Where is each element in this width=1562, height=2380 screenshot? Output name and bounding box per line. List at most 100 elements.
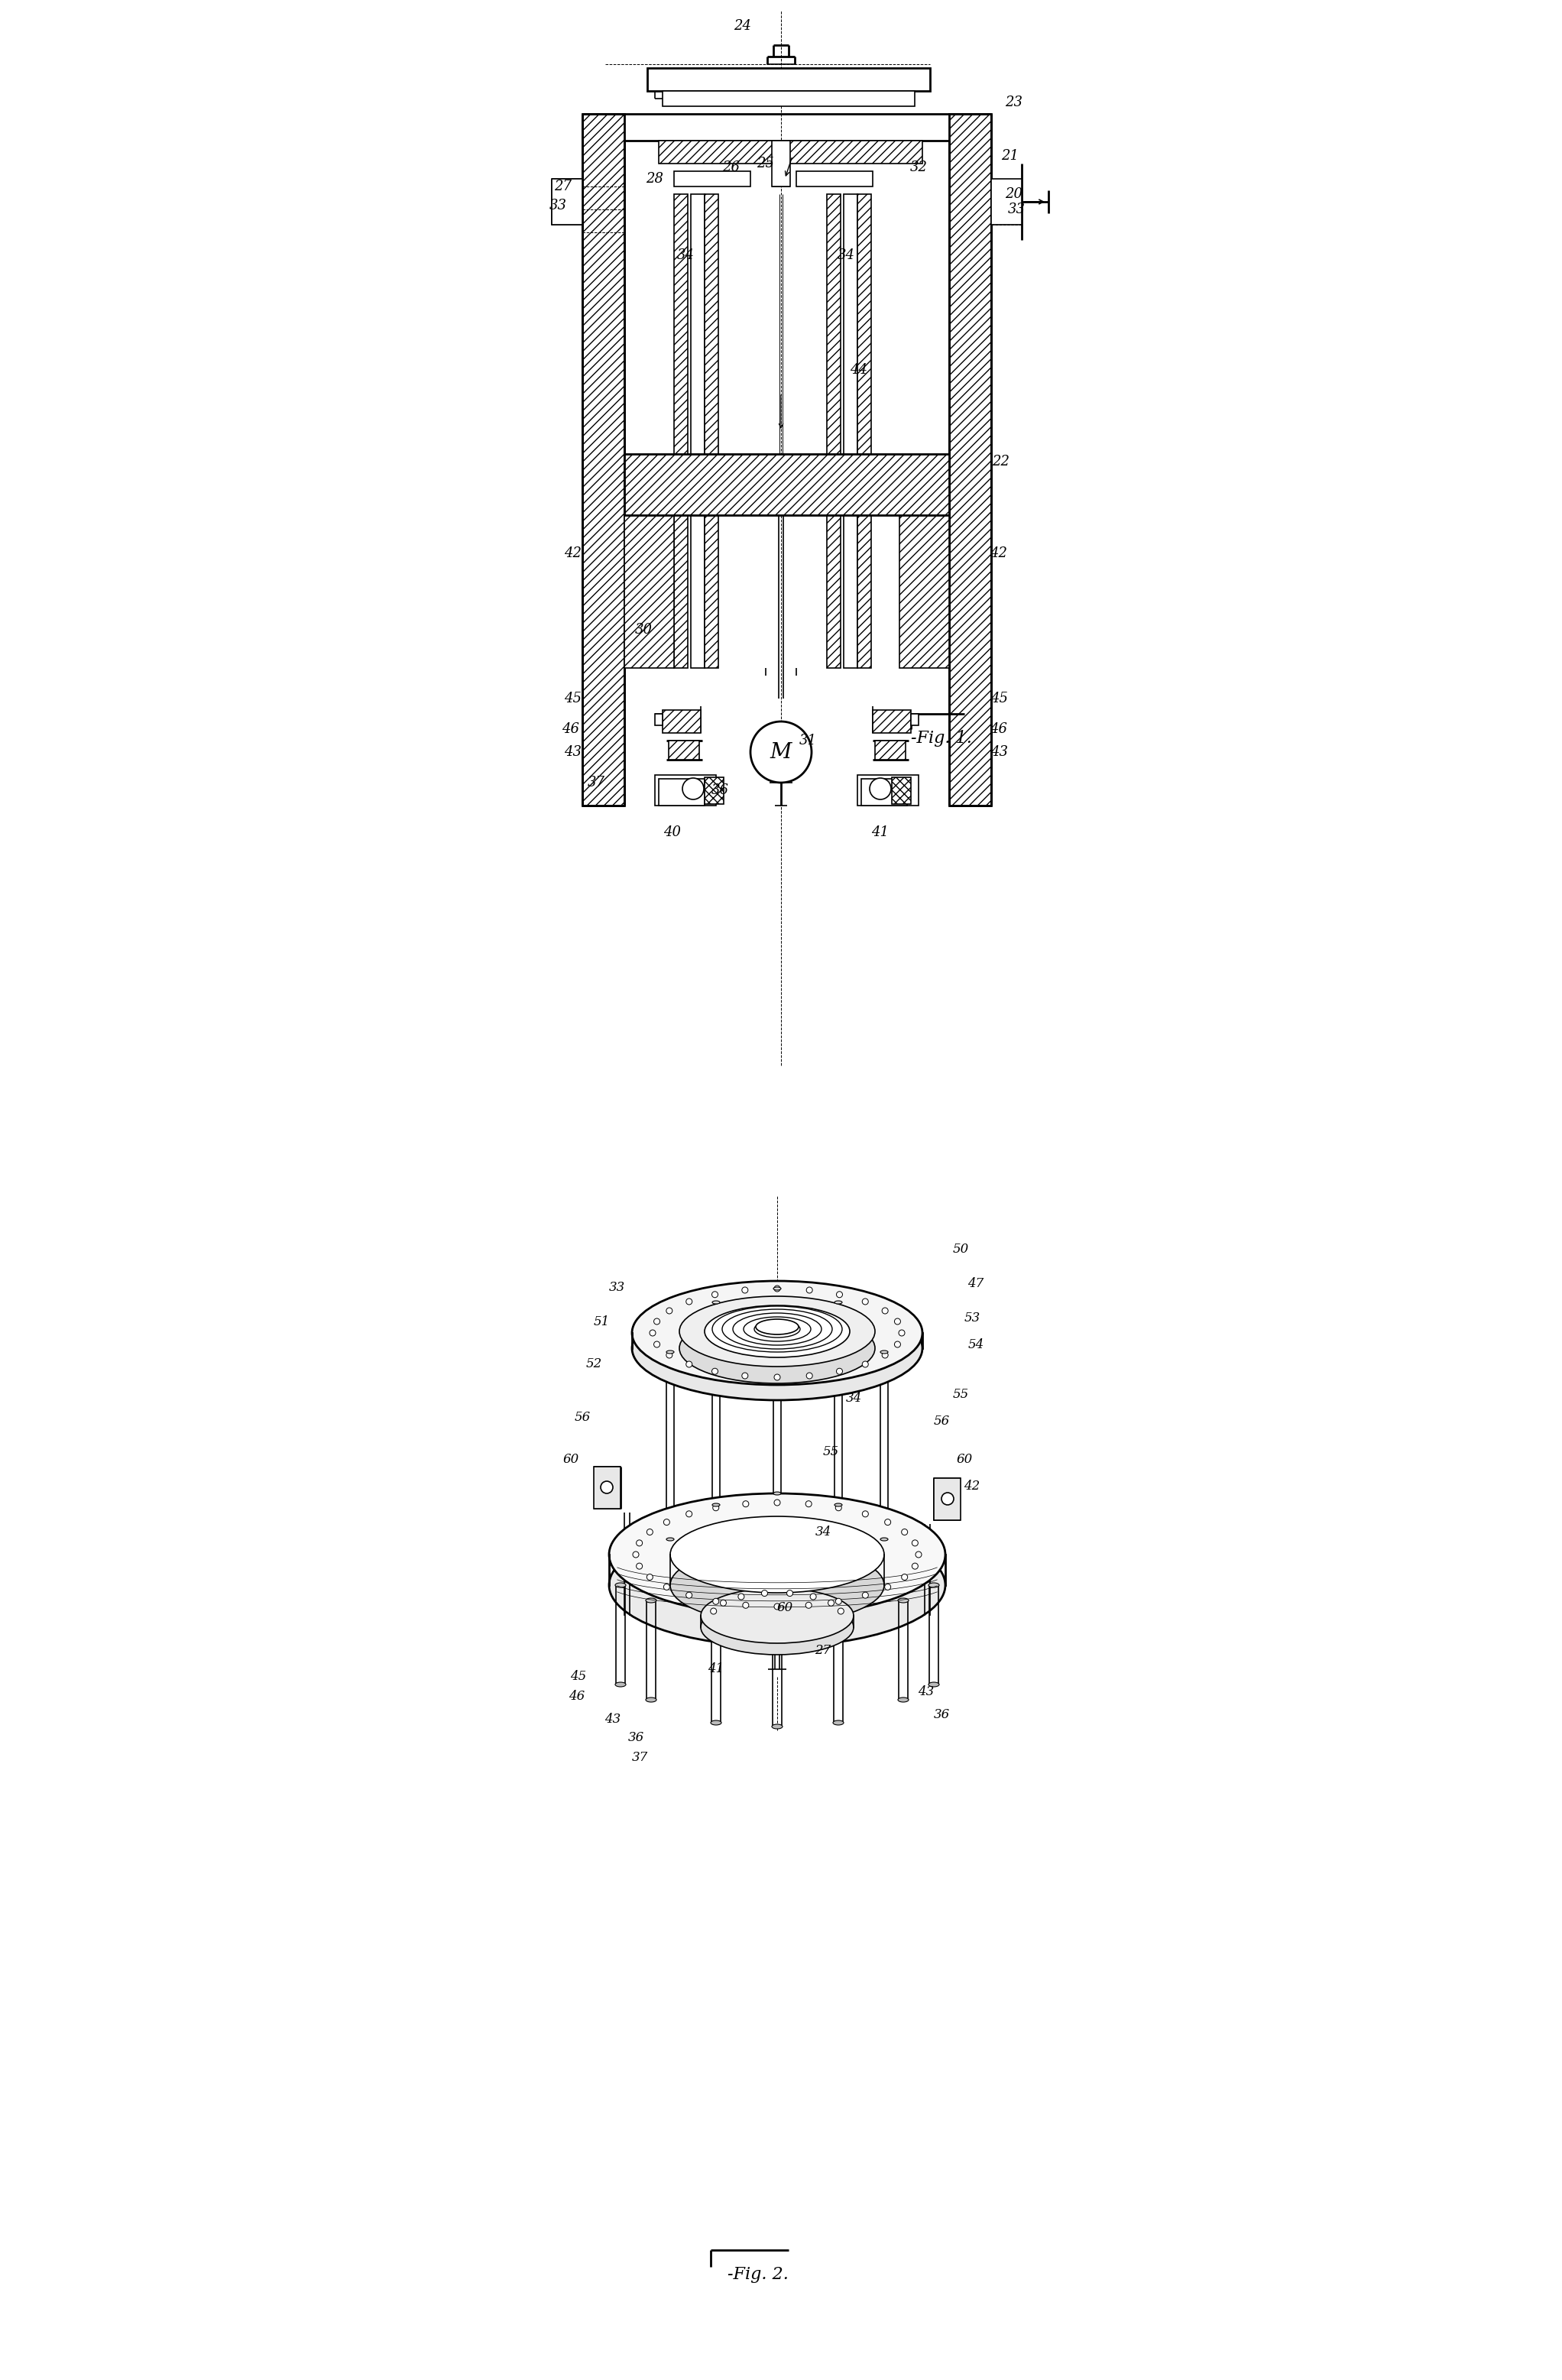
Text: 42: 42 xyxy=(964,1480,981,1492)
Circle shape xyxy=(683,778,704,800)
Bar xyxy=(659,140,923,164)
Circle shape xyxy=(806,1288,812,1292)
Bar xyxy=(690,195,704,669)
Bar xyxy=(992,178,1022,224)
Text: 27: 27 xyxy=(555,178,572,193)
Text: 50: 50 xyxy=(953,1242,968,1254)
Bar xyxy=(873,709,911,733)
Circle shape xyxy=(742,1502,748,1507)
Text: 43: 43 xyxy=(604,1711,622,1726)
Text: 43: 43 xyxy=(918,1685,934,1699)
Circle shape xyxy=(836,1368,842,1373)
Circle shape xyxy=(667,1307,672,1314)
Ellipse shape xyxy=(609,1492,945,1616)
Text: 43: 43 xyxy=(990,745,1009,759)
Circle shape xyxy=(912,1540,918,1547)
Bar xyxy=(826,195,840,669)
Circle shape xyxy=(636,1540,642,1547)
Ellipse shape xyxy=(711,1721,722,1726)
Circle shape xyxy=(901,1528,908,1535)
Ellipse shape xyxy=(712,1504,720,1507)
Text: 33: 33 xyxy=(1007,202,1025,217)
Circle shape xyxy=(828,1599,834,1607)
Circle shape xyxy=(664,1518,670,1526)
Text: 36: 36 xyxy=(628,1733,644,1745)
Text: 30: 30 xyxy=(634,624,653,638)
Text: 56: 56 xyxy=(934,1414,950,1428)
Circle shape xyxy=(742,1602,748,1609)
Ellipse shape xyxy=(833,1621,843,1626)
Bar xyxy=(675,195,687,669)
Circle shape xyxy=(647,1528,653,1535)
Circle shape xyxy=(775,1285,781,1292)
Text: 28: 28 xyxy=(647,171,664,186)
Ellipse shape xyxy=(772,1626,783,1630)
Text: 31: 31 xyxy=(798,733,817,747)
Circle shape xyxy=(883,1307,889,1314)
Text: 32: 32 xyxy=(909,159,928,174)
Text: 21: 21 xyxy=(1001,150,1018,162)
Ellipse shape xyxy=(667,1349,675,1354)
Text: 42: 42 xyxy=(990,547,1007,559)
Text: 24: 24 xyxy=(734,19,751,33)
Circle shape xyxy=(811,1595,817,1599)
Ellipse shape xyxy=(701,1599,853,1654)
Text: 45: 45 xyxy=(990,693,1009,704)
Ellipse shape xyxy=(898,1597,909,1602)
Circle shape xyxy=(742,1288,748,1292)
Circle shape xyxy=(806,1502,812,1507)
Ellipse shape xyxy=(712,1302,720,1304)
Bar xyxy=(662,709,701,733)
Ellipse shape xyxy=(773,1288,781,1290)
Text: 46: 46 xyxy=(562,721,580,735)
Circle shape xyxy=(712,1368,719,1373)
Text: 34: 34 xyxy=(837,248,854,262)
Text: 25: 25 xyxy=(758,157,775,171)
Circle shape xyxy=(664,1585,670,1590)
Bar xyxy=(704,195,719,669)
Ellipse shape xyxy=(833,1721,843,1726)
Text: 22: 22 xyxy=(992,455,1011,469)
Circle shape xyxy=(901,1573,908,1580)
Circle shape xyxy=(633,1552,639,1557)
Text: 43: 43 xyxy=(564,745,583,759)
Text: -Fig. 1.: -Fig. 1. xyxy=(911,731,972,747)
Bar xyxy=(892,778,911,804)
Ellipse shape xyxy=(670,1516,884,1592)
Bar xyxy=(583,114,625,804)
Circle shape xyxy=(739,1595,744,1599)
Circle shape xyxy=(836,1504,842,1511)
Ellipse shape xyxy=(756,1319,798,1335)
Circle shape xyxy=(750,721,812,783)
Text: 53: 53 xyxy=(964,1311,981,1323)
Text: 42: 42 xyxy=(564,547,583,559)
Text: 56: 56 xyxy=(575,1411,590,1423)
Circle shape xyxy=(912,1564,918,1568)
Ellipse shape xyxy=(609,1523,945,1647)
Text: 46: 46 xyxy=(990,721,1007,735)
Bar xyxy=(647,69,929,90)
Bar xyxy=(843,195,858,669)
Circle shape xyxy=(712,1504,719,1511)
Ellipse shape xyxy=(898,1697,909,1702)
Bar xyxy=(625,455,950,514)
Text: 20: 20 xyxy=(1006,188,1023,200)
Circle shape xyxy=(870,778,890,800)
Circle shape xyxy=(654,1342,659,1347)
Text: -Fig. 2.: -Fig. 2. xyxy=(728,2266,789,2282)
Text: 47: 47 xyxy=(968,1276,984,1290)
Circle shape xyxy=(742,1373,748,1378)
Circle shape xyxy=(712,1292,719,1297)
Circle shape xyxy=(862,1511,868,1516)
Circle shape xyxy=(647,1573,653,1580)
Text: 34: 34 xyxy=(845,1392,862,1404)
Text: 36: 36 xyxy=(934,1709,950,1721)
Ellipse shape xyxy=(679,1314,875,1383)
Ellipse shape xyxy=(834,1504,842,1507)
Circle shape xyxy=(712,1599,719,1604)
Circle shape xyxy=(898,1330,904,1335)
Text: 55: 55 xyxy=(953,1388,968,1399)
Text: 46: 46 xyxy=(569,1690,586,1702)
Bar xyxy=(675,171,750,186)
Bar xyxy=(858,776,918,804)
